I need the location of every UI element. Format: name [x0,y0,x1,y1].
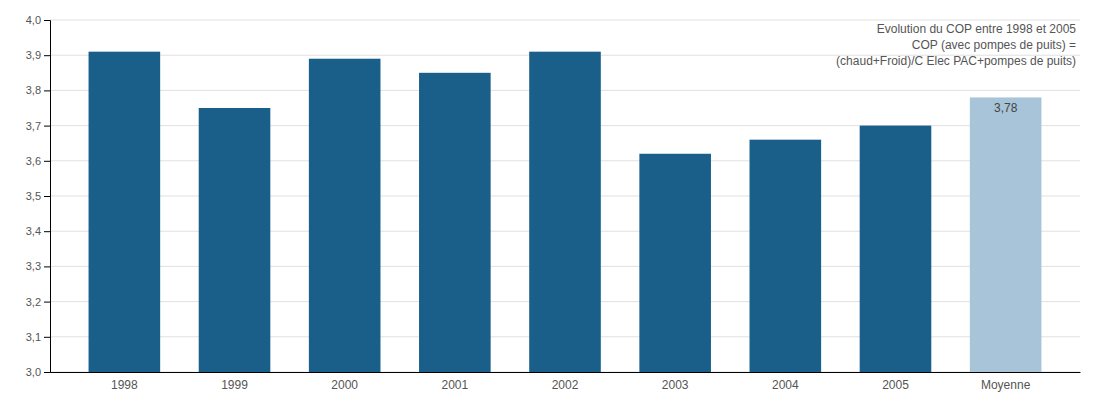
tick-label: 3,4 [26,225,41,237]
plot: 3,03,13,23,33,43,53,63,73,83,94,01998199… [26,14,1081,392]
tick-label: 2004 [772,378,799,392]
tick-label: 1999 [221,378,248,392]
tick-mark [44,372,50,373]
axis-line [44,21,51,373]
bar [199,108,271,372]
tick: 3,5 [26,190,50,202]
tick: 1998 [111,378,138,392]
tick: 2002 [552,378,579,392]
bar [309,59,381,372]
tick-label: 3,3 [26,260,41,272]
tick: 3,1 [26,331,50,343]
tick: 2004 [772,378,799,392]
tick: 3,4 [26,225,50,237]
bar [970,97,1042,372]
tick-label: 3,0 [26,366,41,378]
tick-mark [44,55,50,56]
tick-mark [44,20,50,21]
tick-label: 2002 [552,378,579,392]
tick: 3,6 [26,155,50,167]
tick-mark [44,196,50,197]
bar [419,73,491,372]
tick: 3,8 [26,84,50,96]
bar [860,126,932,372]
tick: 2000 [331,378,358,392]
tick: 2001 [441,378,468,392]
tick-label: Moyenne [981,378,1031,392]
note: COP (avec pompes de puits) = [912,38,1076,52]
tick: 1999 [221,378,248,392]
bar [89,52,161,372]
tick-label: 3,1 [26,331,41,343]
x-axis: 1998 1999 2000 2001 2002 2003 2004 2005 Moyenne [51,373,1081,392]
tick-label: 3,8 [26,84,41,96]
tick-label: 2003 [662,378,689,392]
tick-label: 4,0 [26,14,41,26]
tick: 3,3 [26,260,50,272]
tick-mark [44,126,50,127]
tick-label: 2005 [882,378,909,392]
tick: 3,9 [26,49,50,61]
tick-mark [44,266,50,267]
grid-line [50,20,1080,21]
tick-mark [44,90,50,91]
tick: 2003 [662,378,689,392]
tick-label: 3,6 [26,155,41,167]
tick: 3,0 [26,366,50,378]
bar [750,140,822,372]
bars [89,52,1042,372]
y-axis: 3,0 3,1 3,2 3,3 3,4 3,5 3,6 3,7 3,8 3,9 4,0 [26,14,51,378]
tick: 3,2 [26,296,50,308]
annotation: 3,78 [994,101,1018,115]
annotations: 3,78 Evolution du COP entre 1998 et 2005 C… [836,22,1076,115]
tick: Moyenne [981,378,1031,392]
tick-label: 3,2 [26,296,41,308]
tick-label: 3,5 [26,190,41,202]
axis-line [51,372,1081,373]
tick-mark [44,337,50,338]
tick-mark [44,302,50,303]
tick-label: 3,7 [26,120,41,132]
tick-label: 3,9 [26,49,41,61]
grid [50,20,1080,372]
tick: 3,7 [26,120,50,132]
tick: 4,0 [26,14,50,26]
tick-label: 1998 [111,378,138,392]
bar [529,52,601,372]
bar [639,154,711,372]
note: Evolution du COP entre 1998 et 2005 [877,22,1077,36]
tick-mark [44,161,50,162]
note: (chaud+Froid)/C Elec PAC+pompes de puits… [836,54,1076,68]
tick-label: 2000 [331,378,358,392]
chart: 3,03,13,23,33,43,53,63,73,83,94,01998199… [0,0,1104,408]
tick-label: 2001 [441,378,468,392]
tick: 2005 [882,378,909,392]
tick-mark [44,231,50,232]
